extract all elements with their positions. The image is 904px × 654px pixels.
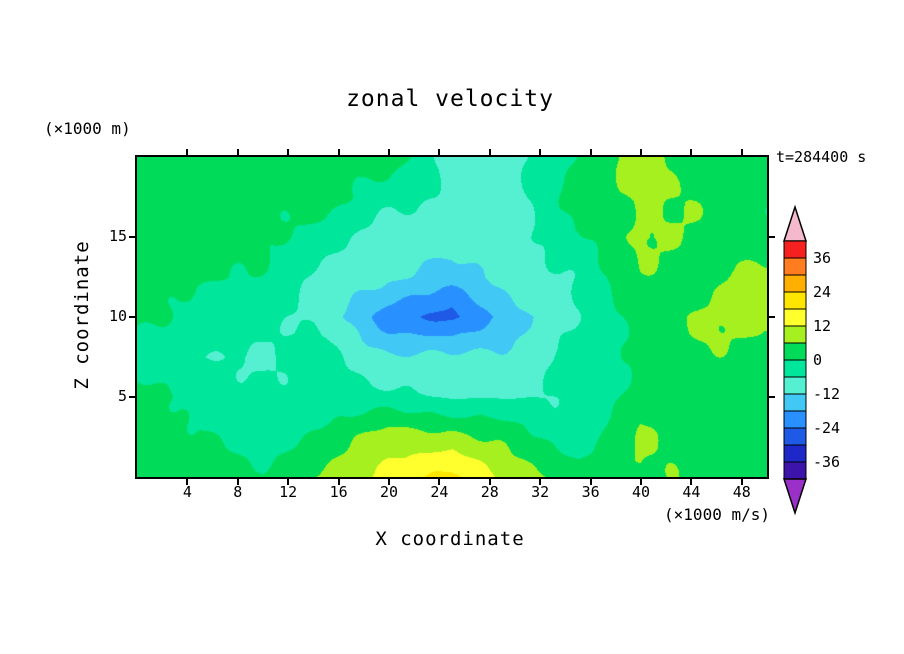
x-tick-label: 12 xyxy=(279,483,298,501)
x-axis-title: X coordinate xyxy=(375,528,525,550)
colorbar-over-arrow xyxy=(782,204,808,242)
chart-title: zonal velocity xyxy=(346,86,554,112)
plot-area: 4 8 12 16 20 24 28 32 36 40 44 48 5 10 15 xyxy=(109,149,775,501)
x-tick xyxy=(740,149,743,155)
y-tick-label: 10 xyxy=(108,307,127,325)
y-tick-label: 15 xyxy=(108,227,127,245)
x-tick xyxy=(589,479,592,485)
colorbar-band xyxy=(783,461,807,480)
x-tick-label: 32 xyxy=(531,483,550,501)
x-tick-label: 4 xyxy=(182,483,192,501)
x-tick-label: 8 xyxy=(233,483,243,501)
colorbar-band xyxy=(783,410,807,429)
colorbar-under-arrow xyxy=(782,478,808,516)
colorbar-band xyxy=(783,257,807,276)
colorbar xyxy=(782,204,808,516)
colorbar-band xyxy=(783,444,807,463)
time-label: t=284400 s xyxy=(776,148,867,166)
colorbar-band xyxy=(783,325,807,344)
colorbar-tick-label: 24 xyxy=(813,283,832,301)
y-tick xyxy=(769,236,775,238)
x-tick xyxy=(438,149,441,155)
x-tick xyxy=(388,479,390,485)
x-tick xyxy=(236,479,239,485)
x-tick xyxy=(640,479,642,485)
x-tick xyxy=(488,149,491,155)
x-tick xyxy=(438,479,441,485)
x-tick xyxy=(488,479,491,485)
z-axis-unit-label: (×1000 m) xyxy=(44,119,131,138)
x-tick xyxy=(388,149,390,155)
x-tick-label: 36 xyxy=(581,483,600,501)
colorbar-tick-label: 36 xyxy=(813,249,832,267)
contour-field-canvas xyxy=(137,157,767,477)
x-tick-label: 20 xyxy=(379,483,399,501)
x-tick xyxy=(186,479,189,485)
x-tick-label: 28 xyxy=(480,483,499,501)
x-tick-label: 16 xyxy=(329,483,348,501)
colorbar-band xyxy=(783,342,807,361)
x-tick xyxy=(337,149,340,155)
colorbar-tick-label: 12 xyxy=(813,317,832,335)
x-tick xyxy=(287,479,290,485)
x-tick xyxy=(236,149,239,155)
x-tick xyxy=(740,479,743,485)
y-tick xyxy=(129,236,135,238)
y-tick xyxy=(769,396,775,398)
colorbar-band xyxy=(783,240,807,259)
x-tick-label: 24 xyxy=(430,483,449,501)
x-tick xyxy=(640,149,642,155)
colorbar-band xyxy=(783,393,807,412)
x-tick xyxy=(690,149,693,155)
x-tick xyxy=(287,149,290,155)
x-tick xyxy=(589,149,592,155)
x-tick-label: 48 xyxy=(732,483,751,501)
y-tick xyxy=(129,316,135,318)
x-tick xyxy=(690,479,693,485)
y-tick xyxy=(129,396,135,398)
x-tick xyxy=(337,479,340,485)
colorbar-band xyxy=(783,291,807,310)
colorbar-tick-label: -24 xyxy=(813,419,841,437)
colorbar-band xyxy=(783,376,807,395)
colorbar-tick-label: -36 xyxy=(813,453,841,471)
x-tick xyxy=(539,149,542,155)
colorbar-tick-label: -12 xyxy=(813,385,841,403)
y-tick-label: 5 xyxy=(117,387,127,405)
colorbar-unit-label: (×1000 m/s) xyxy=(664,505,770,524)
x-tick xyxy=(539,479,542,485)
x-tick-label: 44 xyxy=(682,483,701,501)
colorbar-band xyxy=(783,308,807,327)
x-tick xyxy=(186,149,189,155)
colorbar-band xyxy=(783,427,807,446)
colorbar-tick-label: 0 xyxy=(813,351,823,369)
x-tick-label: 40 xyxy=(631,483,651,501)
colorbar-band xyxy=(783,274,807,293)
y-tick xyxy=(769,316,775,318)
colorbar-band xyxy=(783,359,807,378)
